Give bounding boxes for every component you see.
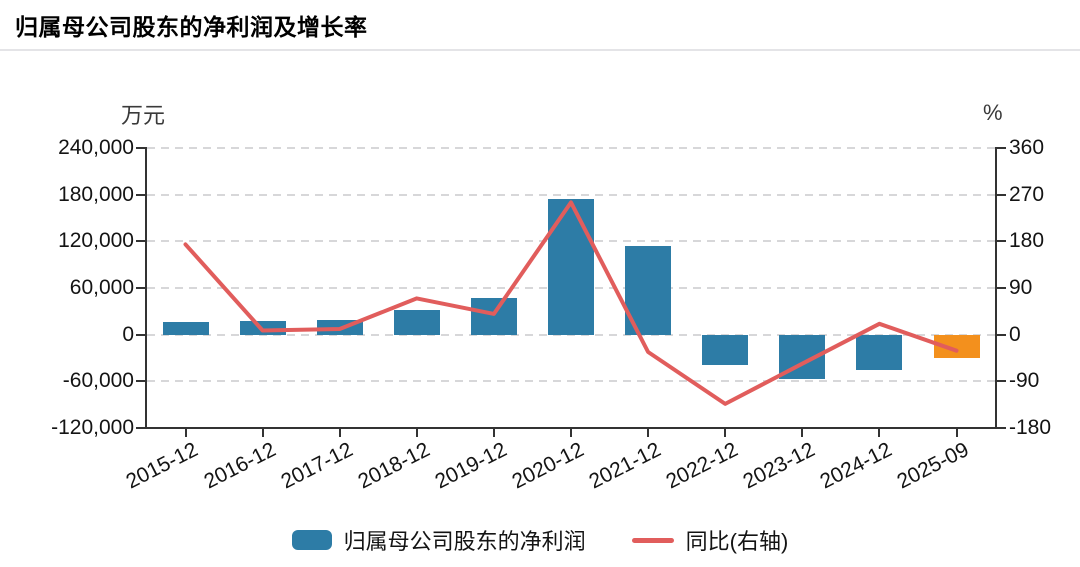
- x-axis-label: 2023-12: [739, 438, 819, 494]
- right-axis-tick: [995, 380, 1006, 383]
- right-axis-tick: [995, 147, 1006, 149]
- bar-2020-12[interactable]: [548, 199, 594, 335]
- left-axis-tick-label: -60,000: [62, 369, 134, 393]
- line-series-label: 同比(右轴): [685, 529, 789, 554]
- x-axis-label: 2015-12: [122, 438, 202, 494]
- right-axis-line: [995, 148, 997, 429]
- x-axis-line: [145, 427, 997, 429]
- x-axis-tick: [724, 429, 727, 437]
- x-axis-label: 2024-12: [816, 438, 896, 494]
- bar-2019-12[interactable]: [470, 297, 517, 335]
- x-axis-label: 2021-12: [585, 438, 665, 494]
- legend-item-net-profit[interactable]: 归属母公司股东的净利润: [291, 524, 586, 556]
- left-axis-tick-label: 60,000: [69, 276, 134, 299]
- left-axis-tick-label: -120,000: [51, 416, 134, 439]
- title-divider: [0, 49, 1080, 51]
- h-gridline: [147, 147, 995, 149]
- bar-2021-12[interactable]: [625, 246, 672, 335]
- chart-title: 归属母公司股东的净利润及增长率: [15, 14, 368, 40]
- right-axis-tick-label: 180: [1009, 229, 1045, 253]
- h-gridline: [147, 380, 995, 383]
- left-axis-tick: [136, 380, 147, 383]
- bar-2022-12[interactable]: [702, 334, 749, 365]
- bar-2024-12[interactable]: [856, 334, 903, 371]
- x-axis-tick: [878, 429, 881, 437]
- right-axis-unit-label: %: [983, 100, 1003, 125]
- x-axis-tick: [338, 429, 341, 437]
- right-axis-tick-label: 360: [1009, 136, 1045, 159]
- right-axis-tick: [995, 287, 1006, 289]
- bar-2016-12[interactable]: [239, 320, 286, 335]
- bar-2018-12[interactable]: [393, 309, 440, 335]
- left-axis-tick: [136, 147, 147, 149]
- x-axis-tick: [184, 429, 187, 437]
- right-axis-tick-label: -90: [1009, 369, 1040, 393]
- left-axis-tick: [136, 333, 147, 336]
- x-axis-label: 2016-12: [199, 438, 280, 494]
- bar-series-swatch: [291, 530, 332, 550]
- h-gridline: [147, 193, 995, 196]
- bar-2015-12[interactable]: [162, 321, 209, 335]
- right-axis-tick-label: 90: [1009, 276, 1033, 299]
- left-axis-tick: [136, 427, 147, 429]
- right-axis-tick-label: 270: [1009, 182, 1045, 206]
- x-axis-label: 2020-12: [508, 438, 588, 494]
- right-axis-tick: [995, 240, 1006, 243]
- x-axis-tick: [570, 429, 572, 437]
- x-axis-label: 2019-12: [431, 438, 511, 494]
- bar-2017-12[interactable]: [316, 319, 363, 335]
- legend: 归属母公司股东的净利润 同比(右轴): [0, 524, 1080, 556]
- bar-series-label: 归属母公司股东的净利润: [343, 529, 586, 554]
- line-series-swatch: [631, 537, 674, 543]
- left-axis-tick: [136, 193, 147, 196]
- bar-2023-12[interactable]: [779, 334, 826, 380]
- left-axis-tick-label: 240,000: [58, 136, 134, 159]
- right-axis-tick-label: 0: [1009, 322, 1021, 346]
- left-axis-tick-label: 180,000: [58, 182, 134, 206]
- x-axis-label: 2022-12: [662, 438, 742, 494]
- right-axis-tick: [995, 193, 1006, 196]
- x-axis-tick: [955, 429, 958, 437]
- left-axis-unit-label: 万元: [121, 103, 166, 128]
- left-axis-tick-label: 120,000: [58, 229, 134, 253]
- x-axis-tick: [415, 429, 418, 437]
- x-axis-tick: [801, 429, 804, 437]
- left-axis-line: [145, 148, 147, 429]
- x-axis-label: 2017-12: [277, 438, 357, 494]
- x-axis-tick: [647, 429, 650, 437]
- x-axis-tick: [492, 429, 495, 437]
- legend-item-yoy[interactable]: 同比(右轴): [631, 524, 789, 556]
- right-axis-tick: [995, 333, 1006, 336]
- x-axis-label: 2025-09: [893, 438, 973, 494]
- right-axis-tick-label: -180: [1009, 416, 1052, 439]
- bar-2025-09[interactable]: [933, 334, 980, 358]
- x-axis-tick: [261, 429, 264, 437]
- left-axis-tick: [136, 287, 147, 289]
- left-axis-tick: [136, 240, 147, 243]
- left-axis-tick-label: 0: [122, 322, 134, 346]
- x-axis-label: 2018-12: [354, 438, 434, 494]
- right-axis-tick: [995, 427, 1006, 429]
